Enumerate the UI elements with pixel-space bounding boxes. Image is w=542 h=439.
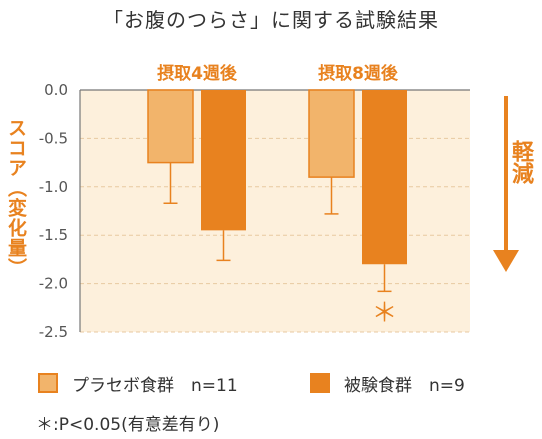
y-tick-label: -1.5 bbox=[39, 226, 68, 244]
legend-item-placebo: プラセボ食群 n=11 bbox=[38, 371, 238, 396]
y-tick-label: -1.0 bbox=[39, 178, 68, 196]
bar-placebo bbox=[147, 89, 194, 164]
legend-item-test: 被験食群 n=9 bbox=[310, 371, 465, 396]
legend-label-test: 被験食群 n=9 bbox=[344, 375, 465, 396]
category-label: 摂取4週後 bbox=[157, 63, 238, 84]
significance-marker: ＊ bbox=[371, 298, 397, 328]
bar-test bbox=[201, 90, 246, 231]
reduction-arrow-head bbox=[493, 250, 519, 272]
plot-background bbox=[80, 90, 470, 332]
bar-placebo bbox=[308, 89, 355, 178]
reduction-arrow-label: 軽減 bbox=[508, 140, 533, 184]
y-tick-label: -0.5 bbox=[39, 129, 68, 147]
y-tick-label: 0.0 bbox=[44, 81, 68, 99]
legend-swatch-placebo bbox=[38, 373, 58, 393]
y-tick-label: -2.0 bbox=[39, 275, 68, 293]
legend-swatch-test bbox=[310, 373, 330, 393]
significance-footnote: ＊:P<0.05(有意差有り) bbox=[36, 415, 220, 435]
bar-test bbox=[362, 90, 407, 265]
y-axis-label: スコア（変化量） bbox=[5, 118, 27, 278]
legend-label-placebo: プラセボ食群 n=11 bbox=[72, 375, 238, 396]
category-label: 摂取8週後 bbox=[318, 63, 399, 84]
chart-title: 「お腹のつらさ」に関する試験結果 bbox=[103, 8, 439, 32]
y-tick-label: -2.5 bbox=[39, 323, 68, 341]
